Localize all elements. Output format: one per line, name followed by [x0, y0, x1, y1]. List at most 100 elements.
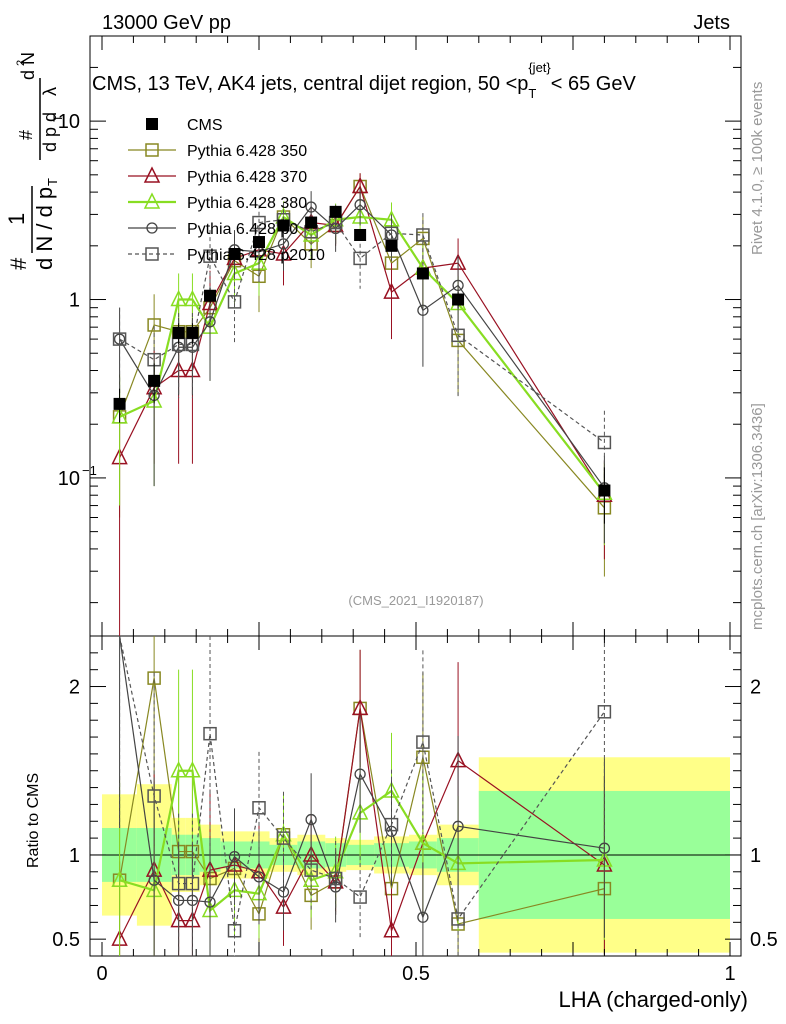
legend-entry: CMS — [146, 117, 223, 134]
ratio-point — [204, 896, 216, 908]
data-point — [112, 332, 127, 346]
ratio-pythia-6-428-p2010 — [118, 635, 612, 956]
data-point — [451, 328, 465, 343]
svg-text:d p d: d p d — [40, 112, 60, 152]
ratio-point — [185, 876, 200, 891]
series-pythia-6-428-p0 — [113, 188, 611, 544]
legend: CMS Pythia 6.428 350 Pythia 6.428 370 Pythi… — [128, 117, 325, 264]
chart-title: CMS, 13 TeV, AK4 jets, central dijet reg… — [92, 60, 636, 101]
data-point — [204, 316, 216, 328]
data-point — [417, 304, 429, 316]
legend-marker — [145, 143, 159, 157]
ratio-point — [351, 698, 369, 716]
y-tick-label-ratio-right: 1 — [750, 845, 761, 867]
data-point — [385, 239, 398, 252]
ratio-point — [354, 768, 366, 780]
x-tick-label: 0.5 — [402, 963, 430, 985]
legend-label: Pythia 6.428 350 — [187, 143, 307, 160]
y-tick-label-main: 1 — [69, 290, 80, 312]
svg-text:d N: d N — [18, 52, 38, 80]
watermark-label: (CMS_2021_I1920187) — [348, 593, 483, 608]
y-axis-label-ratio: Ratio to CMS — [25, 773, 42, 868]
data-point — [228, 247, 241, 260]
ratio-series-layer — [111, 635, 613, 956]
data-point — [227, 295, 242, 309]
y-tick-label-main: 10 — [58, 111, 80, 133]
data-point — [354, 199, 366, 211]
ratio-point — [275, 825, 292, 842]
ratio-point — [228, 850, 241, 863]
data-point — [277, 219, 290, 232]
legend-entry: Pythia 6.428 p0 — [128, 221, 298, 238]
legend-entry: Pythia 6.428 350 — [128, 143, 307, 160]
y-tick-label-ratio-right: 0.5 — [750, 929, 778, 951]
y-tick-label-ratio: 2 — [69, 677, 80, 699]
side-label-mcplots: mcplots.cern.ch [arXiv:1306.3436] — [749, 403, 766, 630]
ratio-point — [203, 726, 217, 741]
ratio-point — [170, 761, 187, 778]
data-point — [302, 225, 320, 242]
data-point — [597, 435, 612, 450]
data-point — [416, 228, 430, 242]
ratio-point — [353, 890, 367, 904]
legend-marker — [143, 166, 161, 183]
y-tick-exponent: −1 — [82, 463, 97, 478]
ratio-point — [384, 817, 399, 832]
ratio-point — [184, 761, 201, 778]
svg-text:2: 2 — [15, 60, 27, 66]
data-point — [111, 407, 128, 424]
data-point — [305, 201, 317, 213]
ratio-point — [451, 912, 465, 926]
ratio-point — [253, 871, 265, 883]
svg-text:T: T — [51, 114, 65, 122]
svg-text:T: T — [45, 178, 60, 186]
main-series-layer — [111, 173, 613, 636]
data-point — [383, 282, 400, 299]
ratio-point — [383, 921, 400, 938]
legend-label: Pythia 6.428 p0 — [187, 221, 298, 238]
x-axis-label: LHA (charged-only) — [558, 987, 748, 1012]
legend-entry: Pythia 6.428 370 — [128, 166, 307, 186]
ratio-point — [416, 735, 430, 749]
data-point — [148, 374, 161, 387]
legend-label: Pythia 6.428 380 — [187, 195, 307, 212]
y-tick-label-ratio-right: 2 — [750, 677, 761, 699]
data-point — [252, 215, 266, 230]
side-label-rivet: Rivet 4.1.0, ≥ 100k events — [749, 82, 766, 255]
y-tick-label-main: 10 — [58, 468, 80, 490]
svg-text:λ: λ — [40, 87, 60, 96]
header-right: Jets — [693, 12, 730, 34]
data-point — [253, 236, 265, 249]
x-tick-label: 1 — [724, 963, 735, 985]
data-point — [354, 228, 367, 241]
ratio-point — [304, 863, 318, 877]
data-point — [204, 289, 217, 302]
data-point — [598, 484, 611, 497]
data-point — [329, 205, 342, 218]
ratio-line — [118, 635, 605, 931]
ratio-point — [147, 671, 161, 685]
header-left: 13000 GeV pp — [102, 12, 231, 34]
data-point — [147, 318, 161, 332]
x-tick-label: 0 — [96, 963, 107, 985]
svg-text:#: # — [16, 130, 36, 140]
legend-marker — [145, 247, 159, 261]
svg-text:d N / d p: d N / d p — [32, 187, 57, 270]
ratio-point — [328, 871, 343, 886]
data-point — [452, 279, 464, 292]
ratio-point — [417, 911, 429, 923]
data-point — [226, 263, 243, 281]
data-point — [172, 326, 185, 339]
data-point — [353, 251, 367, 266]
legend-entry: Pythia 6.428 380 — [128, 192, 307, 212]
legend-marker — [146, 222, 158, 234]
ratio-point — [252, 801, 266, 815]
data-point — [305, 216, 318, 229]
y-tick-label-ratio: 0.5 — [52, 929, 80, 951]
ratio-point — [147, 789, 161, 803]
svg-text:1: 1 — [4, 213, 29, 225]
ratio-point — [414, 833, 432, 850]
data-point — [170, 289, 187, 307]
data-point — [452, 293, 465, 306]
